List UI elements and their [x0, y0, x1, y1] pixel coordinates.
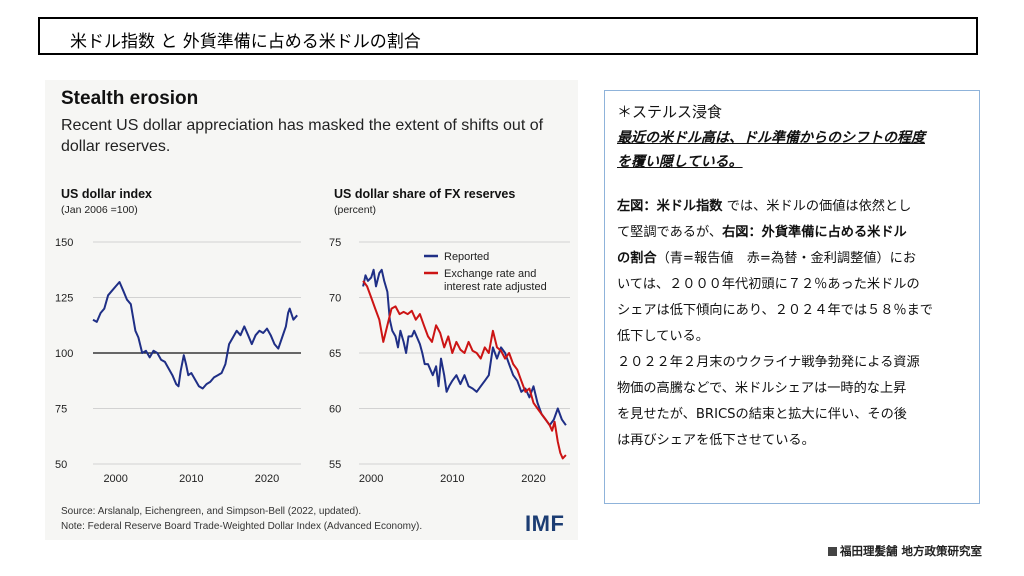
imf-chart-panel: Stealth erosion Recent US dollar appreci… [45, 80, 578, 540]
x-tick-label: 2000 [359, 473, 383, 485]
y-tick-label: 150 [55, 237, 73, 249]
commentary-line: て堅調であるが、右図：外貨準備に占める米ドル [617, 220, 967, 246]
y-tick-label: 65 [329, 348, 341, 360]
dollar-share-chart: 55 60 65 70 75 2000 2010 2020 Reported Exchange r… [329, 237, 570, 485]
left-chart-title: US dollar index [61, 187, 152, 201]
commentary-text: （青=報告値 赤=為替・金利調整値）にお [656, 251, 917, 266]
commentary-bold-text: 右図：外貨準備に占める米ドル [722, 225, 907, 240]
y-tick-label: 55 [329, 459, 341, 471]
commentary-line: 物価の高騰などで、米ドルシェアは一時的な上昇 [617, 376, 967, 402]
legend-label: Exchange rate and interest rate adjusted [444, 268, 547, 293]
commentary-text: 物価の高騰などで、米ドルシェアは一時的な上昇 [617, 381, 907, 396]
credit-label: 福田理髪舗 地方政策研究室 [827, 543, 982, 559]
commentary-box: ＊ステルス浸食 最近の米ドル高は、ドル準備からのシフトの程度 を覆い隠している。… [604, 90, 980, 504]
commentary-text: シェアは低下傾向にあり、２０２４年では５８％まで [617, 303, 933, 318]
commentary-line: 低下している。 [617, 324, 967, 350]
commentary-body: 左図：米ドル指数 では、米ドルの価値は依然とし て堅調であるが、右図：外貨準備に占… [617, 194, 967, 454]
x-tick-label: 2010 [179, 473, 203, 485]
series-line-primary [92, 281, 298, 390]
commentary-bold-text: の割合 [617, 251, 657, 266]
series-line-secondary [362, 280, 567, 460]
x-tick-label: 2020 [521, 473, 545, 485]
commentary-text: て堅調であるが、 [617, 225, 723, 240]
right-chart-unit: (percent) [334, 204, 377, 216]
y-tick-label: 125 [55, 293, 73, 305]
y-tick-label: 75 [329, 237, 341, 249]
commentary-line: シェアは低下傾向にあり、２０２４年では５８％まで [617, 298, 967, 324]
x-tick-label: 2000 [103, 473, 127, 485]
commentary-line: は再びシェアを低下させている。 [617, 428, 967, 454]
y-tick-label: 70 [329, 293, 341, 305]
commentary-text: いては、２０００年代初頭に７２％あった米ドルの [617, 277, 920, 292]
commentary-heading: ＊ステルス浸食 [617, 103, 723, 121]
commentary-bold-text: 左図： [617, 199, 657, 214]
credit-logo-icon [827, 547, 837, 556]
y-tick-label: 50 [55, 459, 67, 471]
source-note: Source: Arslanalp, Eichengreen, and Simp… [61, 506, 362, 517]
commentary-line: ２０２２年２月末のウクライナ戦争勃発による資源 [617, 350, 967, 376]
commentary-line: いては、２０００年代初頭に７２％あった米ドルの [617, 272, 967, 298]
commentary-text: 低下している。 [617, 329, 709, 344]
header-title: 米ドル指数 と 外貨準備に占める米ドルの割合 [70, 32, 421, 52]
commentary-line: を見せたが、BRICSの結束と拡大に伴い、その後 [617, 402, 967, 428]
legend-label: Reported [444, 251, 489, 263]
commentary-text: は再びシェアを低下させている。 [617, 433, 815, 448]
imf-logo: IMF [525, 511, 565, 536]
commentary-text: を見せたが、BRICSの結束と拡大に伴い、その後 [617, 407, 907, 422]
y-tick-label: 60 [329, 404, 341, 416]
y-tick-label: 75 [55, 404, 67, 416]
highlight-line: を覆い隠している。 [617, 154, 743, 170]
x-tick-label: 2020 [255, 473, 279, 485]
right-chart-title: US dollar share of FX reserves [334, 187, 516, 201]
commentary-line: 左図：米ドル指数 では、米ドルの価値は依然とし [617, 194, 967, 220]
panel-subtitle: Recent US dollar appreciation has masked… [61, 117, 544, 155]
definition-note: Note: Federal Reserve Board Trade-Weight… [61, 521, 423, 532]
left-chart-unit: (Jan 2006 =100) [61, 204, 138, 216]
commentary-text: ２０２２年２月末のウクライナ戦争勃発による資源 [617, 355, 920, 370]
commentary-text: では、米ドルの価値は依然とし [722, 199, 912, 214]
commentary-highlight: 最近の米ドル高は、ドル準備からのシフトの程度 を覆い隠している。 [617, 126, 967, 174]
header-title-box: 米ドル指数 と 外貨準備に占める米ドルの割合 [38, 17, 978, 55]
x-tick-label: 2010 [440, 473, 464, 485]
series-line-primary [362, 268, 567, 427]
us-dollar-index-chart: 50 75 100 125 150 2000 2010 2020 [55, 237, 301, 485]
y-tick-label: 100 [55, 348, 73, 360]
panel-title: Stealth erosion [61, 88, 199, 109]
commentary-line: の割合（青=報告値 赤=為替・金利調整値）にお [617, 246, 967, 272]
commentary-bold-text: 米ドル指数 [656, 199, 723, 214]
credit-text: 福田理髪舗 地方政策研究室 [839, 544, 982, 558]
highlight-line: 最近の米ドル高は、ドル準備からのシフトの程度 [617, 130, 925, 146]
